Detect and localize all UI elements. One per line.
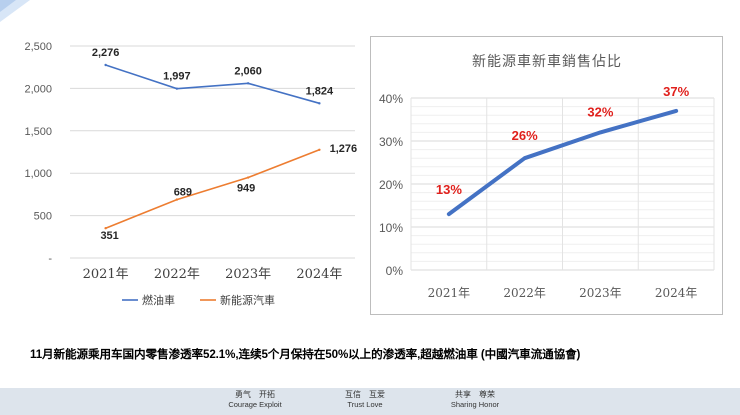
y-tick-label: 2,000 xyxy=(24,83,52,95)
x-tick-label: 2024年 xyxy=(655,286,698,300)
data-label: 351 xyxy=(100,230,118,242)
chart-title: 新能源車新車銷售佔比 xyxy=(472,53,622,70)
y-tick-label: 40% xyxy=(379,92,403,106)
ev-share-chart-panel: 新能源車新車銷售佔比 0% 10% 20% 30% 40% 2021年 2022年 2023年 2… xyxy=(370,36,723,315)
series-line xyxy=(105,149,320,229)
data-point xyxy=(246,176,250,179)
data-label: 689 xyxy=(174,187,192,199)
x-tick-label: 2024年 xyxy=(296,267,342,282)
data-label: 1,276 xyxy=(330,143,358,155)
motto-zh: 互信 互爱 xyxy=(345,390,385,399)
y-tick-label: - xyxy=(48,253,52,265)
y-tick-label: 2,500 xyxy=(24,41,52,53)
data-label: 949 xyxy=(237,183,255,195)
y-tick-label: 20% xyxy=(379,178,403,192)
y-tick-label: 10% xyxy=(379,221,403,235)
data-label: 37% xyxy=(663,84,689,99)
data-point xyxy=(318,102,321,105)
motto-sharing: 共享 尊荣 Sharing Honor xyxy=(430,390,520,410)
corner-decoration xyxy=(0,0,30,22)
data-label: 26% xyxy=(512,128,538,143)
caption-text: 11月新能源乘用车国内零售渗透率52.1%,连续5个月保持在50%以上的渗透率,… xyxy=(30,348,581,361)
data-point xyxy=(318,148,321,151)
legend-label: 燃油車 xyxy=(142,293,175,307)
motto-en: Sharing Honor xyxy=(450,400,500,409)
motto-courage: 勇气 开拓 Courage Exploit xyxy=(210,390,300,410)
x-tick-label: 2021年 xyxy=(83,267,129,282)
y-tick-label: 500 xyxy=(34,211,52,223)
series-line xyxy=(105,64,320,105)
y-tick-label: 1,000 xyxy=(24,168,52,180)
motto-trust: 互信 互爱 Trust Love xyxy=(320,390,410,410)
data-label: 1,997 xyxy=(163,71,191,83)
data-label: 32% xyxy=(587,104,613,119)
x-tick-label: 2021年 xyxy=(428,286,471,300)
y-tick-label: 0% xyxy=(386,264,404,278)
data-label: 2,276 xyxy=(92,47,120,59)
x-tick-label: 2022年 xyxy=(503,286,546,300)
footer-band: 勇气 开拓 Courage Exploit 互信 互爱 Trust Love 共… xyxy=(0,388,740,415)
motto-en: Trust Love xyxy=(347,400,383,409)
vehicle-sales-line-chart: - 500 1,000 1,500 2,000 2,500 2021年 2022年 2023年 2… xyxy=(24,41,358,307)
motto-en: Courage Exploit xyxy=(228,400,282,409)
data-point xyxy=(175,87,179,90)
series-line xyxy=(446,108,679,217)
motto-zh: 勇气 开拓 xyxy=(235,390,275,399)
motto-zh: 共享 尊荣 xyxy=(455,390,495,399)
x-tick-label: 2022年 xyxy=(154,267,200,282)
ev-share-line-chart: 新能源車新車銷售佔比 0% 10% 20% 30% 40% 2021年 2022年 2023年 2… xyxy=(379,53,715,300)
legend-label: 新能源汽車 xyxy=(220,293,275,307)
x-tick-label: 2023年 xyxy=(225,267,271,282)
data-point xyxy=(246,82,250,85)
x-tick-label: 2023年 xyxy=(579,286,622,300)
data-point xyxy=(104,227,107,230)
y-tick-label: 30% xyxy=(379,135,403,149)
data-label: 13% xyxy=(436,182,462,197)
data-label: 1,824 xyxy=(306,85,334,97)
data-point xyxy=(175,198,179,201)
data-point xyxy=(104,63,107,67)
data-label: 2,060 xyxy=(234,65,262,77)
y-tick-label: 1,500 xyxy=(24,126,52,138)
